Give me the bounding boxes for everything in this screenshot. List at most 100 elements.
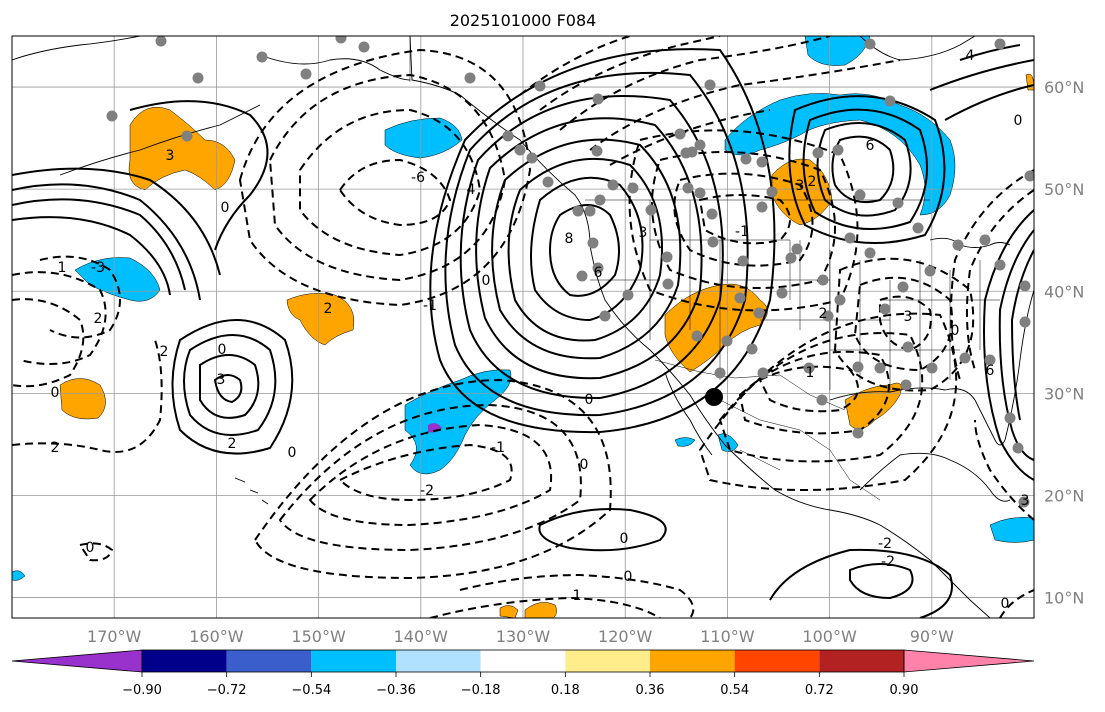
contour-label: 4 (467, 182, 476, 198)
station-dot (256, 51, 268, 63)
contour-label: 2 (324, 301, 333, 317)
colorbar-tick-label: −0.54 (291, 683, 331, 698)
contour-dashed (539, 36, 721, 111)
contour-label: 3 (639, 225, 648, 241)
station-dot (572, 205, 584, 217)
lat-tick-label: 10°N (1044, 589, 1084, 608)
contour-label: 0 (585, 392, 594, 408)
lon-tick-label: 140°W (394, 627, 449, 646)
station-dot (181, 130, 193, 142)
station-dot (822, 310, 834, 322)
blue-region-caribbean (989, 517, 1034, 543)
contour-label: -2 (420, 483, 434, 499)
station-dot (694, 187, 706, 199)
contour-label: 0 (620, 531, 629, 547)
blue-region-small-3 (12, 570, 26, 581)
station-dot (704, 79, 716, 91)
contour-solid (475, 117, 703, 380)
station-dot (926, 362, 938, 374)
contour-label: 2 (819, 306, 828, 322)
lat-tick-label: 60°N (1044, 78, 1084, 97)
contour-dashed (758, 365, 859, 413)
contour-label: 1 (806, 365, 815, 381)
lon-tick-label: 110°W (700, 627, 755, 646)
station-dot (645, 204, 657, 216)
station-dot (959, 352, 971, 364)
contour-label: 0 (624, 569, 633, 585)
station-dot (892, 197, 904, 209)
station-dot (526, 152, 538, 164)
contour-label: -3 (91, 260, 105, 276)
colorbar-tick-label: 0.54 (720, 683, 749, 698)
station-dot (592, 93, 604, 105)
colorbar-segment (650, 650, 735, 672)
contour-dashed (519, 36, 631, 96)
colorbar-segment (311, 650, 396, 672)
station-dot (756, 156, 768, 168)
contour-dashed (12, 271, 107, 365)
colorbar-segment (734, 650, 820, 672)
lat-tick-label: 30°N (1044, 384, 1084, 403)
station-dot (192, 72, 204, 84)
blue-region-gulf-of-alaska (384, 117, 463, 159)
contour-label: 2 (160, 344, 169, 360)
contour-solid (12, 216, 171, 296)
station-markers (106, 36, 1034, 508)
station-dot (897, 281, 909, 293)
contour-dashed (965, 189, 1034, 371)
contour-label: 2 (51, 440, 60, 456)
station-dot (740, 153, 752, 165)
station-dot (534, 80, 546, 92)
station-dot (912, 222, 924, 234)
contour-dashed (253, 378, 612, 580)
station-dot (300, 68, 312, 80)
lon-tick-label: 130°W (496, 627, 551, 646)
orange-region-west-pacific (59, 378, 106, 420)
colorbar-tick-label: 0.90 (890, 683, 919, 698)
contour-solid (12, 198, 186, 291)
station-dot (502, 130, 514, 142)
station-dot (844, 232, 856, 244)
contour-solid (12, 167, 221, 276)
orange-region-aleutian (128, 106, 236, 191)
lon-tick-label: 100°W (802, 627, 857, 646)
station-dot (591, 145, 603, 157)
orange-region-south-1 (524, 602, 557, 618)
station-dot (1018, 496, 1030, 508)
north-america-coast (409, 36, 991, 618)
contour-label: 3 (217, 372, 226, 388)
station-dot (622, 289, 634, 301)
hawaii (234, 477, 269, 505)
contour-dashed (879, 295, 932, 352)
contour-solid (171, 319, 294, 455)
colorbar-frame (141, 649, 905, 673)
colorbar-segment (396, 650, 481, 672)
station-dot (721, 335, 733, 347)
contour-label: 2 (94, 311, 103, 327)
station-dot (542, 176, 554, 188)
contour-label: 4 (966, 48, 975, 64)
contour-dashed (853, 276, 953, 372)
contour-dashed (673, 172, 814, 267)
colorbar-tick-label: −0.72 (207, 683, 247, 698)
colorbar-segment (565, 650, 650, 672)
contour-label: 6 (986, 363, 995, 379)
colorbar-tick-label: −0.18 (461, 683, 501, 698)
colorbar: −0.90 −0.72 −0.54 −0.36 −0.18 0.18 0.36 0.54 0.7… (11, 649, 1035, 698)
colorbar-segment (226, 650, 312, 672)
contour-dashed (950, 169, 1034, 381)
station-dot (1019, 316, 1031, 328)
contour-solid (1010, 249, 1034, 421)
lon-tick-label: 120°W (598, 627, 653, 646)
contour-solid (929, 44, 1034, 121)
contour-dashed (609, 109, 771, 166)
contour-solid (548, 204, 620, 297)
station-dot (106, 110, 118, 122)
contour-solid (831, 135, 895, 204)
contour-solid (491, 138, 682, 360)
contour-lines (12, 44, 1034, 618)
contour-label: 8 (565, 231, 574, 247)
station-dot (864, 247, 876, 259)
alaska-coast (259, 54, 411, 81)
station-dot (900, 379, 912, 391)
